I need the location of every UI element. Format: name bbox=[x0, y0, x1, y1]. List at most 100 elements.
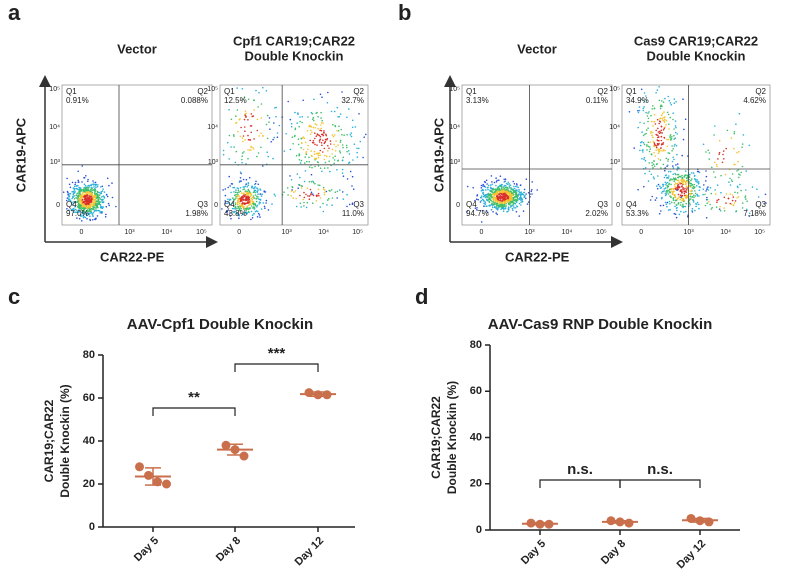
event-dot bbox=[659, 107, 662, 110]
event-dot bbox=[681, 189, 683, 191]
event-dot bbox=[78, 205, 80, 207]
event-dot bbox=[652, 176, 655, 178]
event-dot bbox=[639, 149, 641, 152]
event-dot bbox=[651, 131, 654, 134]
event-dot bbox=[661, 112, 664, 115]
event-dot bbox=[503, 185, 505, 187]
event-dot bbox=[675, 173, 677, 176]
event-dot bbox=[487, 184, 490, 187]
event-dot bbox=[708, 152, 711, 154]
event-dot bbox=[71, 203, 74, 206]
event-dot bbox=[245, 207, 247, 210]
event-dot bbox=[341, 91, 343, 93]
event-dot bbox=[693, 201, 695, 203]
event-dot bbox=[303, 180, 306, 183]
event-dot bbox=[665, 182, 668, 185]
event-dot bbox=[698, 207, 700, 210]
event-dot bbox=[711, 206, 713, 209]
event-dot bbox=[307, 116, 309, 118]
event-dot bbox=[741, 146, 743, 148]
event-dot bbox=[681, 192, 683, 194]
event-dot bbox=[512, 190, 515, 193]
event-dot bbox=[275, 115, 277, 118]
event-dot bbox=[741, 207, 744, 209]
event-dot bbox=[694, 209, 696, 212]
event-dot bbox=[255, 180, 257, 183]
event-dot bbox=[490, 191, 493, 193]
event-dot bbox=[82, 216, 85, 219]
event-dot bbox=[675, 100, 677, 103]
event-dot bbox=[81, 209, 83, 211]
event-dot bbox=[719, 210, 722, 212]
event-dot bbox=[99, 198, 102, 200]
event-dot bbox=[725, 193, 728, 195]
quadrant-name: Q4 bbox=[466, 200, 477, 209]
event-dot bbox=[675, 188, 677, 190]
event-dot bbox=[345, 144, 348, 147]
event-dot bbox=[257, 183, 260, 186]
event-dot bbox=[648, 111, 650, 113]
event-dot bbox=[723, 196, 726, 199]
event-dot bbox=[235, 208, 237, 210]
event-dot bbox=[492, 188, 495, 190]
event-dot bbox=[299, 162, 302, 164]
event-dot bbox=[268, 121, 270, 123]
event-dot bbox=[516, 184, 518, 186]
event-dot bbox=[252, 148, 255, 150]
event-dot bbox=[657, 127, 659, 130]
x-tick-label: 10⁵ bbox=[754, 229, 765, 236]
event-dot bbox=[337, 116, 339, 118]
data-point bbox=[313, 390, 323, 400]
event-dot bbox=[333, 134, 336, 136]
event-dot bbox=[329, 170, 331, 173]
event-dot bbox=[748, 215, 751, 217]
event-dot bbox=[489, 189, 491, 192]
event-dot bbox=[292, 197, 295, 199]
event-dot bbox=[498, 193, 501, 195]
event-dot bbox=[90, 192, 93, 194]
event-dot bbox=[102, 201, 105, 203]
event-dot bbox=[665, 190, 667, 192]
event-dot bbox=[313, 150, 316, 153]
event-dot bbox=[312, 118, 314, 120]
event-dot bbox=[100, 205, 102, 208]
event-dot bbox=[346, 146, 348, 149]
event-dot bbox=[305, 193, 307, 196]
quadrant-value: 0.91% bbox=[66, 96, 89, 105]
event-dot bbox=[66, 177, 68, 180]
event-dot bbox=[646, 149, 648, 151]
event-dot bbox=[91, 212, 93, 215]
event-dot bbox=[748, 212, 751, 215]
event-dot bbox=[341, 144, 344, 146]
event-dot bbox=[247, 182, 250, 184]
event-dot bbox=[267, 209, 270, 211]
event-dot bbox=[233, 194, 236, 197]
quadrant-name: Q4 bbox=[626, 200, 637, 209]
event-dot bbox=[325, 190, 328, 193]
event-dot bbox=[647, 180, 650, 182]
event-dot bbox=[694, 178, 697, 181]
event-dot bbox=[239, 200, 242, 202]
event-dot bbox=[258, 203, 260, 205]
x-tick-label: 10³ bbox=[524, 229, 535, 236]
event-dot bbox=[518, 190, 520, 193]
event-dot bbox=[666, 111, 669, 114]
event-dot bbox=[274, 195, 277, 197]
event-dot bbox=[285, 133, 287, 135]
event-dot bbox=[90, 203, 93, 205]
event-dot bbox=[222, 189, 224, 191]
event-dot bbox=[716, 165, 718, 168]
event-dot bbox=[356, 147, 358, 150]
event-dot bbox=[654, 155, 657, 157]
event-dot bbox=[319, 135, 322, 138]
event-dot bbox=[246, 186, 248, 188]
event-dot bbox=[707, 201, 710, 203]
event-dot bbox=[319, 197, 322, 199]
event-dot bbox=[655, 149, 657, 152]
event-dot bbox=[730, 137, 733, 139]
event-dot bbox=[247, 149, 249, 151]
event-dot bbox=[228, 134, 231, 137]
event-dot bbox=[638, 109, 641, 112]
event-dot bbox=[730, 179, 733, 181]
event-dot bbox=[518, 188, 520, 191]
